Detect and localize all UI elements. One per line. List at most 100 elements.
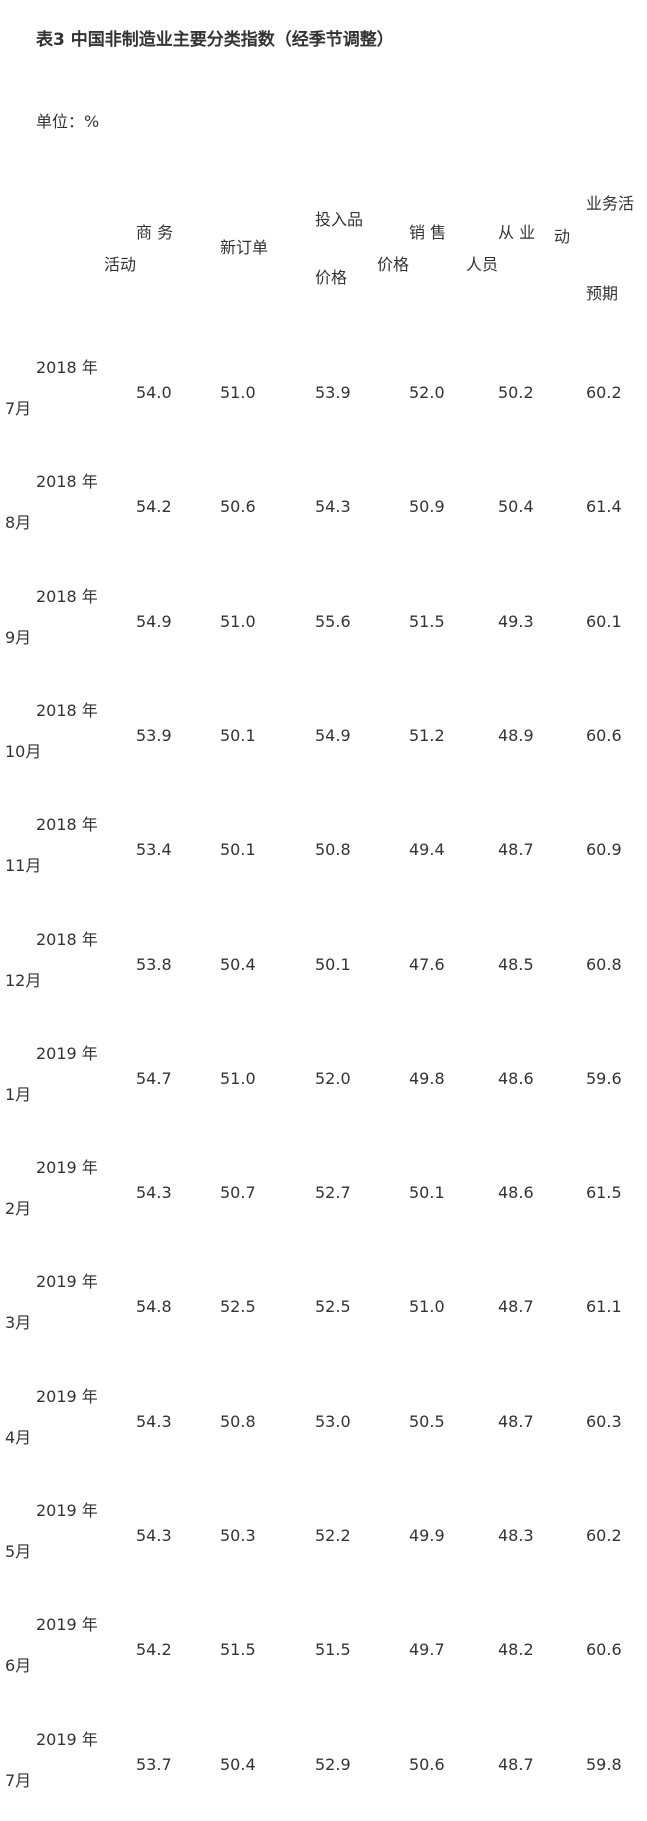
row-label-month: 6月 (5, 1656, 32, 1676)
table-cell: 48.7 (498, 1297, 534, 1317)
table-cell: 59.8 (586, 1754, 622, 1774)
table-cell: 54.3 (136, 1183, 172, 1203)
table-cell: 48.7 (498, 1411, 534, 1431)
table-cell: 48.3 (498, 1526, 534, 1545)
column-header: 商 务 (136, 223, 174, 242)
table-cell: 49.4 (409, 840, 445, 860)
table-cell: 51.5 (315, 1640, 351, 1660)
column-header: 投入品 (315, 210, 364, 229)
table-cell: 60.6 (586, 1640, 622, 1660)
table-cell: 51.5 (220, 1640, 256, 1660)
row-label-year: 2019 年 (36, 1043, 98, 1063)
table-cell: 54.2 (136, 1640, 172, 1660)
table-cell: 54.0 (136, 383, 172, 402)
table-cell: 48.7 (498, 840, 534, 860)
column-header: 人员 (466, 255, 499, 274)
table-cell: 53.4 (136, 840, 172, 860)
row-label-month: 8月 (5, 513, 32, 533)
table-cell: 54.3 (315, 497, 351, 517)
table-cell: 54.8 (136, 1297, 172, 1317)
table-cell: 49.8 (409, 1068, 445, 1088)
table-cell: 60.8 (586, 954, 622, 974)
table-cell: 51.0 (220, 1068, 256, 1088)
table-cell: 60.2 (586, 1526, 622, 1545)
column-header: 销 售 (409, 223, 447, 242)
table-cell: 50.8 (220, 1411, 256, 1431)
table-cell: 60.9 (586, 840, 622, 860)
unit-note: 单位：% (36, 112, 100, 131)
table-cell: 54.9 (136, 611, 172, 631)
row-label-month: 10月 (5, 741, 42, 761)
table-cell: 49.3 (498, 611, 534, 631)
table-cell: 52.0 (409, 383, 445, 402)
table-cell: 50.4 (220, 1754, 256, 1774)
table-cell: 50.2 (498, 383, 534, 402)
table-cell: 50.1 (409, 1183, 445, 1203)
table-cell: 48.5 (498, 954, 534, 974)
row-label-month: 5月 (5, 1542, 32, 1561)
table-cell: 52.0 (315, 1068, 351, 1088)
column-header: 价格 (377, 255, 410, 274)
table-cell: 51.0 (220, 611, 256, 631)
table-cell: 52.5 (315, 1297, 351, 1317)
table-cell: 50.6 (220, 497, 256, 517)
row-label-month: 11月 (5, 856, 42, 876)
table-title: 表3 中国非制造业主要分类指数（经季节调整） (36, 30, 394, 50)
table-cell: 53.9 (315, 383, 351, 402)
table-cell: 51.0 (409, 1297, 445, 1317)
table-cell: 48.7 (498, 1754, 534, 1774)
table-cell: 59.6 (586, 1068, 622, 1088)
column-header: 从 业 (498, 223, 536, 242)
table-cell: 54.2 (136, 497, 172, 517)
table-cell: 50.6 (409, 1754, 445, 1774)
row-label-month: 7月 (5, 1770, 32, 1790)
column-header: 动 (554, 227, 571, 246)
column-header: 业务活 (586, 194, 635, 213)
row-label-month: 7月 (5, 399, 32, 418)
row-label-year: 2019 年 (36, 1158, 98, 1178)
column-header: 价格 (315, 268, 348, 287)
table-cell: 49.7 (409, 1640, 445, 1660)
table-cell: 50.5 (409, 1411, 445, 1431)
row-label-month: 4月 (5, 1427, 32, 1447)
row-label-year: 2019 年 (36, 1386, 98, 1406)
table-cell: 60.2 (586, 383, 622, 402)
table-cell: 50.4 (220, 954, 256, 974)
table-cell: 51.5 (409, 611, 445, 631)
row-label-month: 9月 (5, 627, 32, 647)
row-label-month: 12月 (5, 970, 42, 990)
table-cell: 50.3 (220, 1526, 256, 1545)
table-cell: 53.8 (136, 954, 172, 974)
row-label-year: 2018 年 (36, 472, 98, 492)
row-label-year: 2018 年 (36, 586, 98, 606)
row-label-year: 2018 年 (36, 929, 98, 949)
table-cell: 61.5 (586, 1183, 622, 1203)
table-cell: 51.0 (220, 383, 256, 402)
table-cell: 60.3 (586, 1411, 622, 1431)
column-header: 新订单 (220, 238, 269, 257)
table-cell: 52.7 (315, 1183, 351, 1203)
table-cell: 48.6 (498, 1068, 534, 1088)
table-cell: 54.3 (136, 1526, 172, 1545)
row-label-month: 3月 (5, 1313, 32, 1333)
table-cell: 50.1 (220, 725, 256, 745)
table-cell: 50.1 (220, 840, 256, 860)
table-cell: 51.2 (409, 725, 445, 745)
table-cell: 53.0 (315, 1411, 351, 1431)
table-cell: 50.7 (220, 1183, 256, 1203)
table-cell: 52.2 (315, 1526, 351, 1545)
row-label-year: 2019 年 (36, 1615, 98, 1635)
row-label-year: 2018 年 (36, 358, 98, 377)
row-label-year: 2019 年 (36, 1272, 98, 1292)
table-cell: 49.9 (409, 1526, 445, 1545)
table-cell: 47.6 (409, 954, 445, 974)
column-header: 活动 (104, 255, 137, 274)
table-cell: 60.6 (586, 725, 622, 745)
table-cell: 52.9 (315, 1754, 351, 1774)
row-label-year: 2019 年 (36, 1501, 98, 1520)
table-cell: 54.9 (315, 725, 351, 745)
table-cell: 48.9 (498, 725, 534, 745)
table-cell: 52.5 (220, 1297, 256, 1317)
table-cell: 61.1 (586, 1297, 622, 1317)
